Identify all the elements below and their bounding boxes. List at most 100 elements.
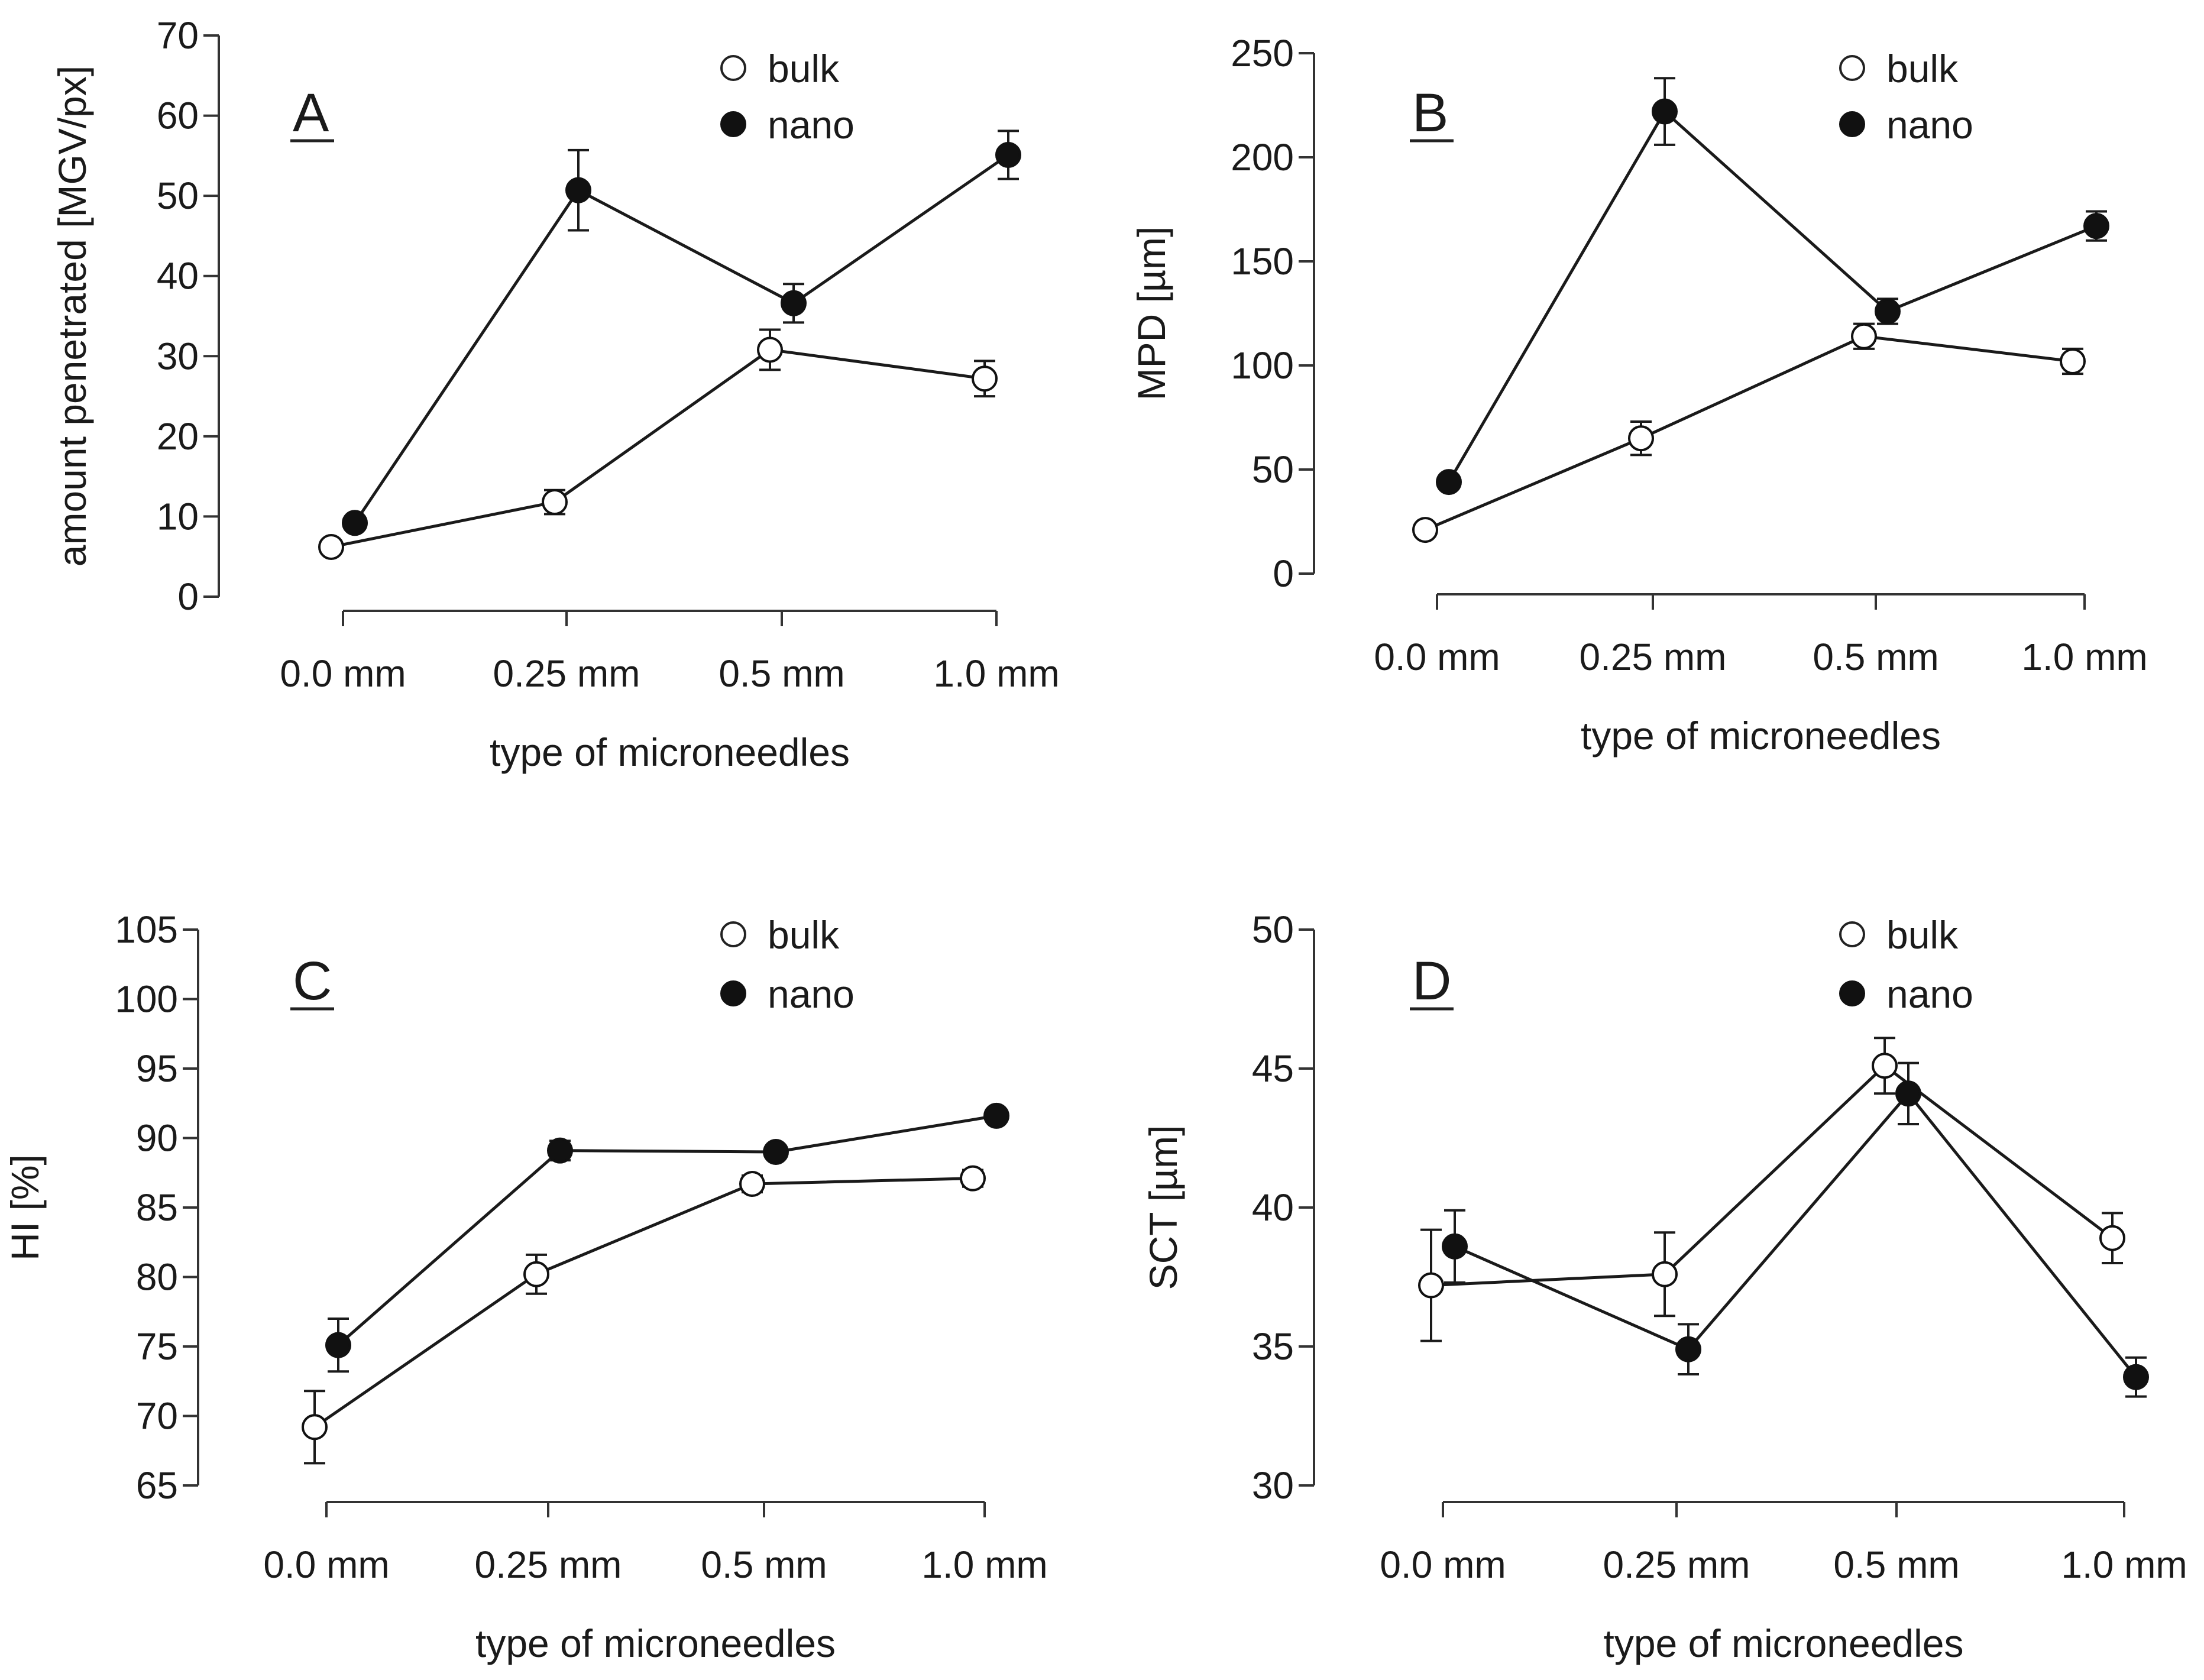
data-point-nano xyxy=(1675,1336,1701,1362)
data-point-bulk xyxy=(1851,323,1877,349)
panel-b: B 0 50 100 150 200 250 0.0 mm 0.25 mm 0.5 mm 1.0… xyxy=(1129,32,2148,758)
data-point-nano xyxy=(1875,298,1901,325)
y-tick-label: 90 xyxy=(136,1117,178,1160)
series-line-bulk xyxy=(1431,1064,2114,1287)
panel-a: A 0 10 20 30 40 50 60 70 0.0 mm 0.25 mm 0.5 mm 1.0… xyxy=(50,14,1060,774)
y-tick-label: 60 xyxy=(157,95,199,137)
data-point-bulk xyxy=(2099,1225,2125,1251)
data-point-nano xyxy=(983,1102,1009,1129)
x-axis-title: type of microneedles xyxy=(1581,714,1941,758)
y-tick-label: 200 xyxy=(1231,136,1294,179)
data-point-nano xyxy=(1436,469,1462,496)
series-layer xyxy=(1418,1037,2149,1398)
legend-label-nano: nano xyxy=(1886,103,1973,147)
data-point-nano xyxy=(781,290,807,316)
x-tick-label: 1.0 mm xyxy=(933,652,1059,695)
x-axis-title: type of microneedles xyxy=(1604,1621,1964,1665)
y-axis-title: SCT [µm] xyxy=(1141,1125,1185,1290)
data-point-nano xyxy=(1652,98,1678,125)
data-point-nano xyxy=(325,1332,351,1358)
x-tick-label: 0.25 mm xyxy=(1580,636,1727,678)
data-point-nano xyxy=(565,177,591,203)
panel-letter: D xyxy=(1412,951,1451,1011)
legend-marker-nano xyxy=(720,111,746,137)
legend-marker-nano xyxy=(1839,980,1865,1006)
legend-marker-nano xyxy=(720,980,746,1006)
data-point-bulk xyxy=(2060,348,2086,374)
series-layer xyxy=(302,1102,1009,1465)
y-tick-label: 50 xyxy=(1252,448,1294,491)
data-point-bulk xyxy=(1418,1272,1444,1299)
legend-marker-bulk xyxy=(720,921,746,947)
data-point-bulk xyxy=(739,1171,765,1197)
x-tick-label: 0.25 mm xyxy=(475,1543,622,1586)
series-line-nano xyxy=(1454,1091,2137,1378)
y-tick-label: 35 xyxy=(1252,1325,1294,1368)
legend-label-bulk: bulk xyxy=(768,913,840,957)
x-tick-label: 0.5 mm xyxy=(1833,1543,1959,1586)
x-axis-ticks: 0.0 mm 0.25 mm 0.5 mm 1.0 mm xyxy=(1374,594,2148,678)
legend-label-bulk: bulk xyxy=(1886,913,1959,957)
data-point-nano xyxy=(2083,213,2109,239)
y-tick-label: 105 xyxy=(115,908,178,951)
y-tick-label: 20 xyxy=(157,415,199,458)
legend-label-nano: nano xyxy=(1886,972,1973,1016)
data-point-nano xyxy=(342,510,368,536)
series-line-bulk xyxy=(331,348,985,549)
y-tick-label: 75 xyxy=(136,1325,178,1368)
x-tick-label: 0.0 mm xyxy=(263,1543,389,1586)
x-tick-label: 1.0 mm xyxy=(921,1543,1047,1586)
data-point-bulk xyxy=(972,365,998,392)
y-tick-label: 50 xyxy=(157,174,199,217)
y-tick-label: 150 xyxy=(1231,240,1294,283)
x-tick-label: 0.0 mm xyxy=(280,652,406,695)
y-tick-label: 80 xyxy=(136,1256,178,1299)
y-tick-label: 50 xyxy=(1252,908,1294,951)
x-tick-label: 1.0 mm xyxy=(2021,636,2147,678)
x-tick-label: 0.5 mm xyxy=(1813,636,1938,678)
data-point-bulk xyxy=(1412,517,1438,543)
x-tick-label: 0.0 mm xyxy=(1374,636,1500,678)
panel-letter: B xyxy=(1412,83,1448,143)
series-line-nano xyxy=(337,1114,997,1346)
y-tick-label: 65 xyxy=(136,1464,178,1507)
data-point-nano xyxy=(1442,1233,1468,1260)
series-line-nano xyxy=(353,153,1009,524)
y-tick-label: 100 xyxy=(115,978,178,1021)
x-tick-label: 1.0 mm xyxy=(2061,1543,2187,1586)
data-point-nano xyxy=(763,1139,789,1165)
data-point-bulk xyxy=(318,533,344,560)
legend: bulk nano xyxy=(1839,47,1973,147)
panel-d: D 30 35 40 45 50 0.0 mm 0.25 mm 0.5 mm 1.0 mm S… xyxy=(1141,908,2187,1665)
data-point-bulk xyxy=(1652,1261,1678,1287)
y-tick-label: 0 xyxy=(177,575,199,618)
data-point-bulk xyxy=(542,489,568,516)
data-point-nano xyxy=(547,1137,573,1164)
x-tick-label: 0.5 mm xyxy=(719,652,844,695)
data-point-bulk xyxy=(302,1414,328,1441)
y-axis-ticks: 65 70 75 80 85 90 95 100 105 xyxy=(115,908,198,1507)
y-tick-label: 70 xyxy=(136,1395,178,1438)
x-tick-label: 0.25 mm xyxy=(493,652,640,695)
x-tick-label: 0.25 mm xyxy=(1603,1543,1750,1586)
data-point-nano xyxy=(2123,1364,2149,1390)
panel-letter: A xyxy=(293,83,329,143)
x-axis-ticks: 0.0 mm 0.25 mm 0.5 mm 1.0 mm xyxy=(280,611,1060,695)
x-tick-label: 0.5 mm xyxy=(701,1543,827,1586)
data-point-nano xyxy=(995,142,1021,169)
y-tick-label: 85 xyxy=(136,1186,178,1229)
y-tick-label: 10 xyxy=(157,495,199,538)
legend-label-bulk: bulk xyxy=(768,47,840,90)
legend-label-bulk: bulk xyxy=(1886,47,1959,90)
y-axis-title: HI [%] xyxy=(3,1154,47,1261)
y-axis-title: MPD [µm] xyxy=(1129,226,1173,401)
series-line-bulk xyxy=(1425,335,2073,532)
legend: bulk nano xyxy=(1839,913,1973,1016)
y-tick-label: 40 xyxy=(1252,1186,1294,1229)
legend-marker-bulk xyxy=(1839,55,1865,81)
legend-label-nano: nano xyxy=(768,972,855,1016)
panel-letter: C xyxy=(293,951,332,1011)
data-point-bulk xyxy=(523,1261,549,1287)
x-axis-ticks: 0.0 mm 0.25 mm 0.5 mm 1.0 mm xyxy=(263,1502,1048,1586)
x-axis-title: type of microneedles xyxy=(475,1621,836,1665)
